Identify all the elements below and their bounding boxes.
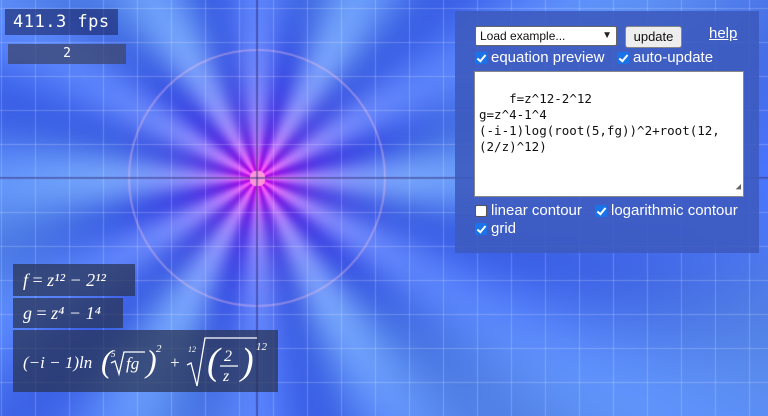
math-numerator: 2 bbox=[224, 348, 232, 365]
auto-update-toggle[interactable]: auto-update bbox=[617, 49, 713, 66]
math-denominator: z bbox=[222, 368, 230, 385]
chevron-down-icon: ▼ bbox=[602, 30, 612, 41]
iteration-slider[interactable]: 2 bbox=[8, 44, 126, 64]
math-paren-close-2: ) bbox=[239, 341, 254, 383]
log-contour-checkbox[interactable] bbox=[595, 204, 607, 217]
equation-preview-checkbox[interactable] bbox=[475, 51, 487, 64]
equation-preview-label: equation preview bbox=[491, 49, 605, 66]
linear-contour-label: linear contour bbox=[491, 202, 582, 219]
equation-preview-toggle[interactable]: equation preview bbox=[475, 49, 604, 66]
math-expression-svg: (−i − 1)ln ( 5 fg ) 2 + 12 ( 2 z ) 12 bbox=[23, 337, 268, 387]
math-power1: 2 bbox=[156, 343, 162, 355]
math-radical-sign bbox=[110, 351, 145, 377]
math-paren-open-2: ( bbox=[207, 341, 222, 383]
resize-grip-icon[interactable]: ◢ bbox=[735, 182, 741, 192]
math-power2: 12 bbox=[256, 341, 268, 353]
math-preview-line-2: g = z⁴ − 1⁴ bbox=[13, 298, 123, 328]
math-root1-index: 5 bbox=[111, 349, 116, 359]
math-root2-index: 12 bbox=[188, 345, 196, 354]
math-root1-body: fg bbox=[126, 354, 139, 373]
math-preview-line-1: f = z¹² − 2¹² bbox=[13, 264, 135, 296]
control-panel: Load example... ▼ update help equation p… bbox=[455, 11, 759, 253]
math-f-lhs: f bbox=[23, 270, 29, 290]
equation-source-text: f=z^12-2^12 g=z^4-1^4 (-i-1)log(root(5,f… bbox=[479, 91, 720, 154]
log-contour-toggle[interactable]: logarithmic contour bbox=[595, 202, 738, 219]
example-select[interactable]: Load example... ▼ bbox=[475, 26, 617, 46]
math-paren-close: ) bbox=[144, 343, 157, 379]
math-preview-line-3: (−i − 1)ln ( 5 fg ) 2 + 12 ( 2 z ) 12 bbox=[13, 330, 278, 392]
auto-update-checkbox[interactable] bbox=[617, 51, 629, 64]
math-g-rhs: z⁴ − 1⁴ bbox=[51, 303, 101, 323]
update-button[interactable]: update bbox=[625, 26, 682, 48]
linear-contour-checkbox[interactable] bbox=[475, 204, 487, 217]
math-prefix: (−i − 1)ln bbox=[23, 353, 92, 372]
grid-label: grid bbox=[491, 220, 517, 237]
fps-counter: 411.3 fps bbox=[5, 9, 118, 35]
math-g-lhs: g bbox=[23, 303, 32, 323]
equation-editor[interactable]: f=z^12-2^12 g=z^4-1^4 (-i-1)log(root(5,f… bbox=[474, 71, 744, 197]
grid-toggle[interactable]: grid bbox=[475, 220, 516, 237]
example-select-value: Load example... bbox=[480, 29, 566, 43]
math-radical-sign-2 bbox=[186, 337, 257, 387]
auto-update-label: auto-update bbox=[633, 49, 714, 66]
linear-contour-toggle[interactable]: linear contour bbox=[475, 202, 582, 219]
help-link[interactable]: help bbox=[709, 25, 738, 42]
math-f-rhs: z¹² − 2¹² bbox=[47, 270, 106, 290]
grid-checkbox[interactable] bbox=[475, 222, 487, 235]
math-paren-open: ( bbox=[101, 343, 114, 379]
log-contour-label: logarithmic contour bbox=[611, 202, 738, 219]
math-plus: + bbox=[169, 353, 180, 372]
